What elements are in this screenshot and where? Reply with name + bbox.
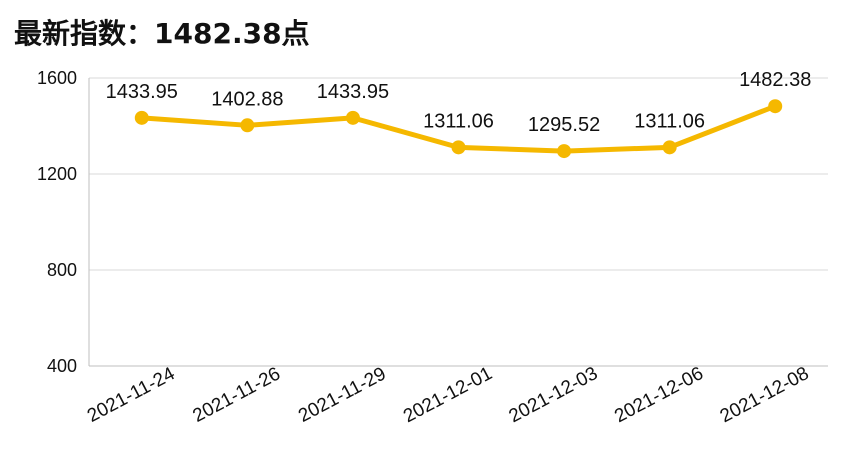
data-point-2021-11-26 [240,118,255,133]
data-label-2021-12-06: 1311.06 [634,110,705,132]
data-label-2021-12-03: 1295.52 [528,114,600,136]
data-label-2021-11-29: 1433.95 [317,81,389,103]
title-value: 1482.38点 [154,17,310,50]
y-tick-label-400: 400 [47,356,77,376]
x-tick-label-2021-11-24: 2021-11-24 [84,363,179,427]
x-tick-label-2021-12-03: 2021-12-03 [506,363,602,427]
page-title: 最新指数：1482.38点 [14,12,310,52]
data-label-2021-11-24: 1433.95 [106,81,178,103]
x-tick-label-2021-12-01: 2021-12-01 [400,363,496,427]
data-point-2021-12-08 [768,99,783,114]
data-label-2021-12-08: 1482.38 [739,69,811,91]
data-point-2021-12-06 [662,140,677,155]
data-point-2021-11-24 [134,110,149,125]
data-point-2021-12-01 [451,140,466,155]
data-point-2021-12-03 [557,144,572,159]
x-tick-label-2021-11-26: 2021-11-26 [190,363,284,427]
y-tick-label-800: 800 [47,260,77,280]
x-tick-label-2021-12-06: 2021-12-06 [611,363,707,427]
x-tick-label-2021-11-29: 2021-11-29 [295,363,389,427]
x-tick-label-2021-12-08: 2021-12-08 [717,363,813,427]
y-tick-label-1600: 1600 [37,68,77,88]
y-tick-label-1200: 1200 [37,164,77,184]
data-point-2021-11-29 [345,110,360,125]
data-label-2021-12-01: 1311.06 [423,110,494,132]
data-label-2021-11-26: 1402.88 [211,88,283,110]
title-prefix: 最新指数： [14,17,155,50]
